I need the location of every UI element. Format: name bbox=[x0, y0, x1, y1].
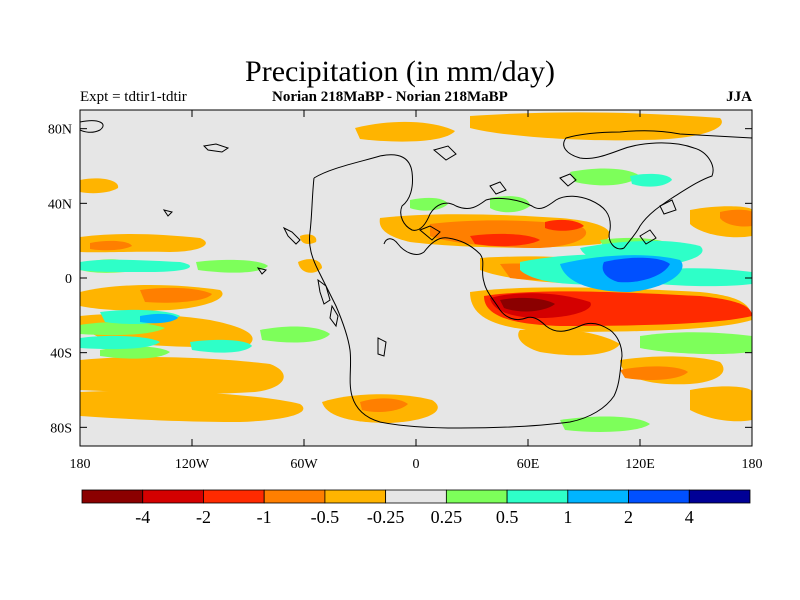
legend-label: 0.5 bbox=[496, 507, 519, 527]
season-label: JJA bbox=[726, 89, 752, 105]
legend-label: -4 bbox=[135, 507, 150, 527]
legend-swatch bbox=[567, 489, 629, 504]
legend-swatch bbox=[203, 489, 265, 504]
anomaly-region bbox=[500, 297, 555, 312]
lon-tick-label: 180 bbox=[742, 457, 763, 472]
lat-tick-label: 80N bbox=[48, 123, 72, 138]
anomaly-region bbox=[80, 357, 284, 394]
legend-label: 0.25 bbox=[431, 507, 463, 527]
island-coastline bbox=[80, 120, 104, 133]
anomaly-region bbox=[260, 326, 330, 343]
lat-tick-label: 80S bbox=[50, 421, 72, 436]
anomaly-region bbox=[140, 313, 178, 324]
island-coastline bbox=[419, 225, 441, 241]
legend-swatch bbox=[688, 489, 751, 504]
lat-tick-label: 40N bbox=[48, 197, 72, 212]
island-coastline bbox=[256, 267, 267, 275]
anomaly-region bbox=[80, 322, 165, 336]
lat-tick-label: 0 bbox=[65, 272, 72, 287]
lat-tick-label: 40S bbox=[50, 347, 72, 362]
anomaly-region bbox=[560, 416, 650, 432]
anomaly-region bbox=[690, 386, 752, 422]
legend-label: -0.25 bbox=[367, 507, 405, 527]
anomaly-region bbox=[298, 259, 322, 273]
longitude-axis: 180 120W 60W 0 60E 120E 180 bbox=[70, 110, 763, 472]
legend-swatch bbox=[263, 489, 326, 504]
anomaly-region bbox=[80, 178, 119, 194]
pangaea-coastline bbox=[313, 130, 752, 250]
pangaea-coastline bbox=[309, 177, 623, 429]
latitude-axis: 80N 40N 0 40S 80S bbox=[48, 123, 752, 436]
island-coastline bbox=[432, 145, 457, 161]
anomaly-region bbox=[80, 335, 160, 350]
anomaly-region bbox=[518, 328, 620, 356]
legend-label: -2 bbox=[196, 507, 211, 527]
color-legend: -4 -2 -1 -0.5 -0.25 0.25 0.5 1 2 4 bbox=[81, 489, 751, 527]
anomaly-region bbox=[640, 332, 752, 355]
island-coastline bbox=[329, 304, 339, 328]
anomaly-region bbox=[490, 196, 530, 213]
lon-tick-label: 120W bbox=[175, 457, 210, 472]
island-coastline bbox=[559, 173, 577, 187]
anomaly-region bbox=[80, 259, 190, 272]
legend-label: -1 bbox=[257, 507, 272, 527]
anomaly-region bbox=[470, 233, 540, 247]
legend-swatch bbox=[445, 489, 508, 504]
anomaly-region bbox=[620, 366, 688, 380]
legend-label: -0.5 bbox=[311, 507, 340, 527]
lon-tick-label: 60E bbox=[517, 457, 540, 472]
island-coastline bbox=[317, 278, 331, 305]
anomaly-region bbox=[196, 259, 268, 273]
comparison-label: Norian 218MaBP - Norian 218MaBP bbox=[272, 89, 508, 105]
experiment-label: Expt = tdtir1-tdtir bbox=[80, 89, 187, 105]
legend-label: 2 bbox=[624, 507, 633, 527]
anomaly-region bbox=[90, 240, 132, 251]
lon-tick-label: 0 bbox=[413, 457, 420, 472]
anomaly-region bbox=[602, 257, 670, 283]
island-coastline bbox=[489, 181, 507, 195]
anomaly-region bbox=[355, 121, 455, 142]
anomaly-region bbox=[300, 234, 317, 244]
island-coastline bbox=[659, 199, 677, 215]
anomaly-region bbox=[190, 339, 252, 353]
anomaly-region bbox=[140, 287, 212, 303]
legend-swatch bbox=[628, 489, 690, 504]
lon-tick-label: 120E bbox=[625, 457, 655, 472]
legend-label: 4 bbox=[685, 507, 694, 527]
island-coastline bbox=[202, 143, 230, 153]
legend-swatch bbox=[506, 489, 569, 504]
anomaly-region bbox=[720, 209, 752, 227]
island-coastline bbox=[377, 337, 387, 357]
legend-label: 1 bbox=[563, 507, 572, 527]
anomaly-region bbox=[410, 197, 448, 211]
legend-swatch bbox=[385, 489, 447, 504]
island-coastline bbox=[162, 209, 173, 217]
anomaly-region bbox=[470, 112, 722, 141]
legend-swatch bbox=[81, 489, 144, 504]
anomaly-region bbox=[80, 390, 304, 422]
coastlines bbox=[80, 120, 752, 429]
island-coastline bbox=[282, 226, 301, 245]
anomaly-region bbox=[630, 173, 672, 187]
legend-swatch bbox=[324, 489, 387, 504]
anomaly-region bbox=[570, 168, 640, 186]
lon-tick-label: 180 bbox=[70, 457, 91, 472]
anomaly-region bbox=[360, 398, 408, 412]
lon-tick-label: 60W bbox=[290, 457, 318, 472]
anomaly-region bbox=[545, 219, 584, 231]
anomaly-region bbox=[100, 346, 170, 359]
chart-title: Precipitation (in mm/day) bbox=[245, 55, 555, 88]
legend-swatch bbox=[142, 489, 204, 504]
island-coastline bbox=[639, 229, 657, 245]
